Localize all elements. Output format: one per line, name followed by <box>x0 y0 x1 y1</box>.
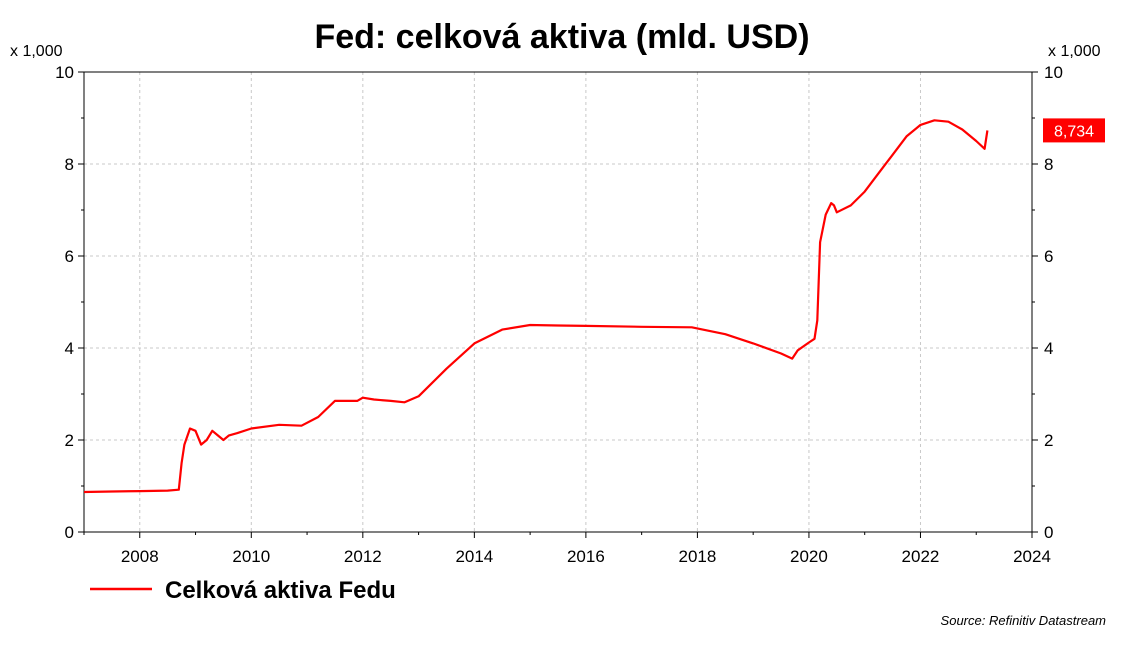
last-value-label: 8,734 <box>1054 123 1094 140</box>
x-tick-label: 2014 <box>455 547 493 566</box>
y-axis-left: 0 2 4 6 8 10 <box>55 63 84 542</box>
series-line-0 <box>83 119 989 494</box>
y-axis-right: 0 2 4 6 8 10 <box>1032 63 1063 542</box>
y-tick-label-left: 10 <box>55 63 74 82</box>
last-value-badge-box <box>1043 118 1105 143</box>
x-tick-label: 2008 <box>121 547 159 566</box>
y-tick-label-left: 0 <box>65 523 74 542</box>
y-tick-label-right: 6 <box>1044 247 1053 266</box>
last-value-badge: 8,734 <box>1043 118 1105 143</box>
y-tick-label-left: 4 <box>65 339 74 358</box>
y-tick-label-left: 6 <box>65 247 74 266</box>
y-tick-label-right: 2 <box>1044 431 1053 450</box>
plot-frame <box>83 71 1033 533</box>
y-tick-label-right: 4 <box>1044 339 1053 358</box>
x-tick-label: 2024 <box>1013 547 1051 566</box>
grid <box>84 72 1032 532</box>
y-multiplier-right: x 1,000 <box>1048 43 1101 60</box>
series-group <box>83 119 989 494</box>
y-tick-label-left: 8 <box>65 155 74 174</box>
x-tick-label: 2010 <box>232 547 270 566</box>
y-multiplier-left: x 1,000 <box>10 43 63 60</box>
x-tick-label: 2016 <box>567 547 605 566</box>
x-tick-label: 2020 <box>790 547 828 566</box>
x-axis: 2008 2010 2012 2014 2016 2018 2020 2022 2024 <box>83 532 1051 566</box>
chart-title: Fed: celková aktiva (mld. USD) <box>314 18 809 56</box>
x-tick-label: 2012 <box>344 547 382 566</box>
legend-label: Celková aktiva Fedu <box>165 577 396 604</box>
y-tick-label-right: 0 <box>1044 523 1053 542</box>
legend: Celková aktiva Fedu <box>90 577 396 604</box>
x-tick-label: 2022 <box>902 547 940 566</box>
source-note: Source: Refinitiv Datastream <box>941 613 1107 628</box>
y-tick-label-left: 2 <box>65 431 74 450</box>
y-tick-label-right: 8 <box>1044 155 1053 174</box>
y-tick-label-right: 10 <box>1044 63 1063 82</box>
x-tick-label: 2018 <box>678 547 716 566</box>
